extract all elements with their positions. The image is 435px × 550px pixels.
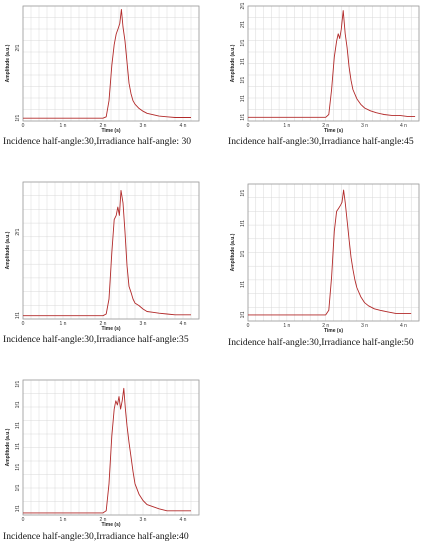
chart-caption-2: Incidence half-angle:30,Irradiance half-…: [228, 136, 414, 147]
y-tick-label: 1f1: [240, 220, 246, 227]
x-axis-title: Time (s): [101, 326, 120, 332]
x-tick-label: 2 n: [100, 517, 107, 523]
chart-4: 0 1 n 2 n 3 n 4 n Time (s) 1f1 1f1 1f1 1f1 1f1 Ampl…: [230, 183, 420, 334]
x-tick-label: 3 n: [140, 123, 147, 129]
x-tick-label: 2 n: [100, 321, 107, 327]
y-tick-label: 1f1: [15, 115, 21, 122]
chart-caption-1: Incidence half-angle:30,Irradiance half-…: [3, 136, 192, 147]
chart-caption-4: Incidence half-angle:30,Irradiance half-…: [228, 337, 414, 348]
y-tick-label: 1f1: [240, 58, 246, 65]
chart-3: 0 1 n 2 n 3 n 4 n Time (s) 1f1 2f1 Amplitude (a.…: [5, 181, 200, 332]
y-tick-label: 1f1: [15, 312, 21, 319]
y-tick-label: 1f1: [15, 505, 21, 512]
y-tick-label: 2f1: [15, 44, 21, 51]
chart-panel-5: 0 1 n 2 n 3 n 4 n Time (s) 1f1 1f1 1f1 1f1 1f1 1f1 1…: [3, 376, 213, 546]
series-line: [23, 189, 191, 317]
y-tick-label: 1f1: [240, 311, 246, 318]
x-tick-label: 2 n: [100, 123, 107, 129]
y-tick-label: 1f1: [240, 250, 246, 257]
x-tick-label: 0: [22, 517, 25, 523]
x-tick-label: 3 n: [140, 517, 147, 523]
series-line: [23, 387, 191, 514]
x-tick-label: 2 n: [322, 123, 329, 129]
y-tick-label: 1f1: [240, 95, 246, 102]
x-tick-label: 4 n: [400, 123, 407, 129]
chart-caption-5: Incidence half-angle:30,Irradiance half-…: [3, 531, 189, 542]
x-axis-title: Time (s): [324, 128, 343, 134]
series-line: [23, 9, 191, 119]
plot-frame: [22, 5, 200, 122]
x-tick-label: 2 n: [322, 323, 329, 329]
y-tick-label: 2f1: [240, 21, 246, 28]
y-axis-title: Amplitude (a.u.): [230, 44, 236, 82]
y-tick-label: 1f1: [240, 77, 246, 84]
x-tick-label: 1 n: [60, 517, 67, 523]
x-tick-label: 4 n: [180, 123, 187, 129]
chart-panel-2: 0 1 n 2 n 3 n 4 n Time (s) 1f1 1f1 1f1 1f1 1f1 2f1 2…: [228, 2, 435, 172]
chart-panel-1: 0 1 n 2 n 3 n 4 n Time (s) 1f1 2f1 Amplitude (a.…: [3, 2, 213, 172]
x-tick-label: 3 n: [140, 321, 147, 327]
x-tick-label: 0: [22, 321, 25, 327]
x-tick-label: 1 n: [60, 123, 67, 129]
y-tick-label: 2f1: [15, 228, 21, 235]
y-tick-label: 2f1: [240, 2, 246, 9]
y-tick-label: 1f1: [15, 401, 21, 408]
series-line: [248, 189, 412, 316]
plot-frame: [247, 183, 420, 322]
chart-panel-3: 0 1 n 2 n 3 n 4 n Time (s) 1f1 2f1 Amplitude (a.…: [3, 178, 213, 348]
y-tick-label: 1f1: [15, 380, 21, 387]
y-tick-label: 1f1: [240, 189, 246, 196]
x-tick-label: 1 n: [60, 321, 67, 327]
x-tick-label: 0: [247, 323, 250, 329]
x-tick-label: 0: [247, 123, 250, 129]
x-tick-label: 4 n: [400, 323, 407, 329]
x-tick-label: 3 n: [361, 123, 368, 129]
x-tick-label: 1 n: [283, 323, 290, 329]
y-axis-title: Amplitude (a.u.): [5, 231, 11, 269]
chart-2: 0 1 n 2 n 3 n 4 n Time (s) 1f1 1f1 1f1 1f1 1f1 2f1 2…: [230, 2, 420, 134]
y-tick-label: 1f1: [15, 443, 21, 450]
x-tick-label: 3 n: [361, 323, 368, 329]
y-axis-title: Amplitude (a.u.): [230, 233, 236, 271]
plot-frame: [22, 181, 200, 320]
x-axis-title: Time (s): [101, 522, 120, 528]
y-tick-label: 1f1: [15, 422, 21, 429]
chart-caption-3: Incidence half-angle:30,Irradiance half-…: [3, 334, 189, 345]
y-tick-label: 1f1: [240, 281, 246, 288]
x-tick-label: 1 n: [283, 123, 290, 129]
x-tick-label: 0: [22, 123, 25, 129]
y-tick-label: 1f1: [15, 464, 21, 471]
x-tick-label: 4 n: [180, 517, 187, 523]
y-tick-label: 1f1: [240, 114, 246, 121]
chart-5: 0 1 n 2 n 3 n 4 n Time (s) 1f1 1f1 1f1 1f1 1f1 1f1 1…: [5, 379, 200, 528]
x-axis-title: Time (s): [101, 128, 120, 134]
x-tick-label: 4 n: [180, 321, 187, 327]
series-line: [248, 10, 416, 118]
plot-frame: [247, 5, 420, 122]
y-tick-label: 1f1: [15, 484, 21, 491]
x-axis-title: Time (s): [324, 328, 343, 334]
y-tick-label: 1f1: [240, 39, 246, 46]
y-axis-title: Amplitude (a.u.): [5, 428, 11, 466]
chart-panel-4: 0 1 n 2 n 3 n 4 n Time (s) 1f1 1f1 1f1 1f1 1f1 Ampl…: [228, 180, 435, 350]
y-axis-title: Amplitude (a.u.): [5, 44, 11, 82]
plot-frame: [22, 379, 200, 516]
chart-1: 0 1 n 2 n 3 n 4 n Time (s) 1f1 2f1 Amplitude (a.…: [5, 5, 200, 134]
